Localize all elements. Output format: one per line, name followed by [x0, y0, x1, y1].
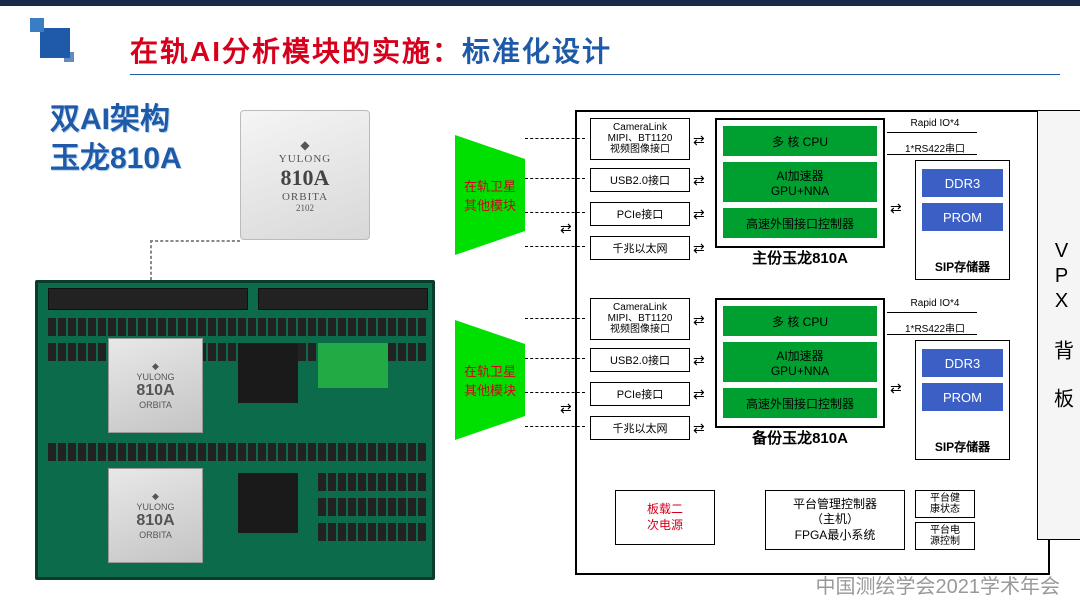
- proc-backup: 多 核 CPU AI加速器GPU+NNA 高速外围接口控制器 备份玉龙810A: [715, 298, 885, 428]
- title-blue: 标准化设计: [462, 36, 612, 67]
- if-pcie-top: PCIe接口: [590, 202, 690, 226]
- if-usb-bot: USB2.0接口: [590, 348, 690, 372]
- subtitle-l1: 双AI架构: [50, 100, 182, 139]
- if-cam-top: CameraLinkMIPI、BT1120视频图像接口: [590, 118, 690, 160]
- watermark: 中国测绘学会2021学术年会: [816, 570, 1061, 599]
- vpx-backplane: VPX 背 板: [1037, 110, 1080, 540]
- proc-io: 高速外围接口控制器: [723, 208, 877, 238]
- chip-orbita: ORBITA: [282, 191, 328, 203]
- pcb-board: ◆YULONG 810A ORBITA ◆YULONG 810A ORBITA: [35, 280, 435, 580]
- mem-title: SIP存储器: [916, 258, 1009, 275]
- health-box: 平台健康状态: [915, 490, 975, 518]
- mem-prom: PROM: [922, 203, 1003, 231]
- subtitle: 双AI架构 玉龙810A: [50, 100, 182, 178]
- if-usb-top: USB2.0接口: [590, 168, 690, 192]
- proc-main-title: 主份玉龙810A: [717, 247, 883, 268]
- proc-backup-title: 备份玉龙810A: [717, 427, 883, 448]
- proc-cpu: 多 核 CPU: [723, 126, 877, 156]
- top-bar: [0, 0, 1080, 6]
- chip-model: 810A: [281, 165, 330, 191]
- if-eth-bot: 千兆以太网: [590, 416, 690, 440]
- mem-top: DDR3 PROM SIP存储器: [915, 160, 1010, 280]
- slide-title: 在轨AI分析模块的实施：标准化设计: [130, 30, 1060, 75]
- pwrctrl-box: 平台电源控制: [915, 522, 975, 550]
- mem-bot: DDR3 PROM SIP存储器: [915, 340, 1010, 460]
- mem-ddr: DDR3: [922, 169, 1003, 197]
- architecture-diagram: 在轨卫星其他模块 在轨卫星其他模块 CameraLinkMIPI、BT1120视…: [455, 110, 1067, 580]
- sig-rapid-top: Rapid IO*4: [895, 118, 975, 129]
- chip-render: ◆ YULONG 810A ORBITA 2102: [240, 110, 370, 240]
- chip-code: 2102: [296, 203, 314, 213]
- subtitle-l2: 玉龙810A: [50, 139, 182, 178]
- sig-rs422-top: 1*RS422串口: [895, 140, 975, 155]
- chip-brand: YULONG: [279, 153, 331, 165]
- ext-module-top: 在轨卫星其他模块: [455, 135, 525, 255]
- ext-module-bottom: 在轨卫星其他模块: [455, 320, 525, 440]
- dash-connector: [150, 240, 240, 242]
- if-pcie-bot: PCIe接口: [590, 382, 690, 406]
- proc-ai: AI加速器GPU+NNA: [723, 162, 877, 202]
- title-red: 在轨AI分析模块的实施：: [130, 36, 462, 67]
- proc-main: 多 核 CPU AI加速器GPU+NNA 高速外围接口控制器 主份玉龙810A: [715, 118, 885, 248]
- if-eth-top: 千兆以太网: [590, 236, 690, 260]
- mgmt-box: 平台管理控制器（主机）FPGA最小系统: [765, 490, 905, 550]
- power-box: 板载二次电源: [615, 490, 715, 545]
- if-cam-bot: CameraLinkMIPI、BT1120视频图像接口: [590, 298, 690, 340]
- dash-connector-v: [150, 240, 152, 280]
